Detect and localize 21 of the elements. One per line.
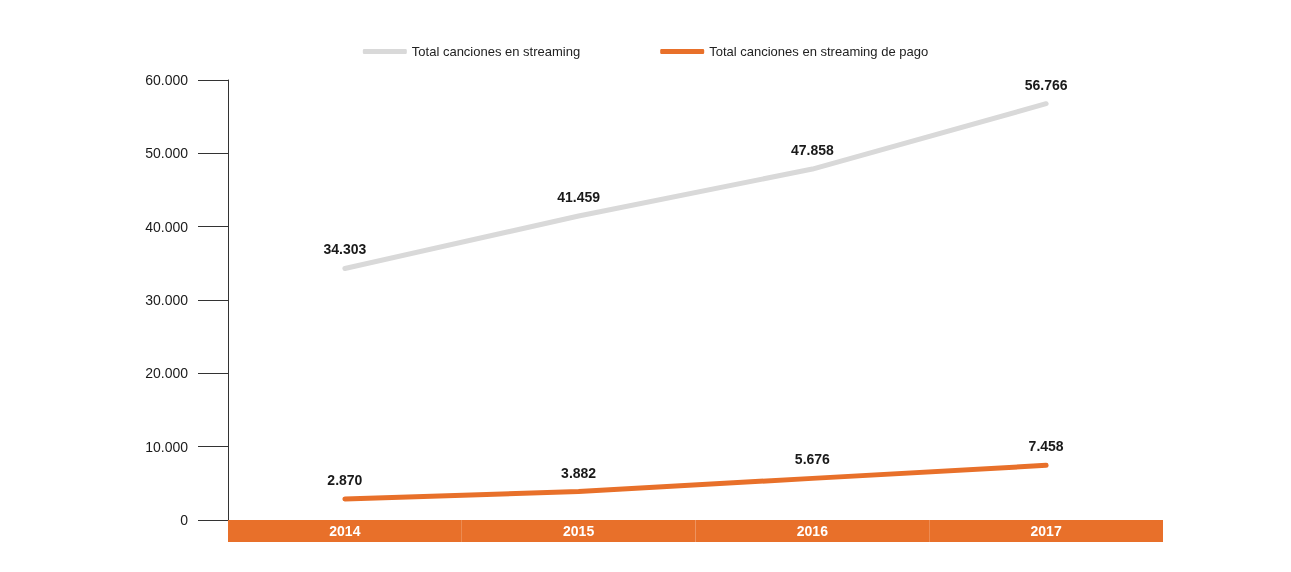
x-tick-label: 2014 xyxy=(329,523,361,539)
y-tick-label: 30.000 xyxy=(145,292,189,308)
legend-label: Total canciones en streaming xyxy=(411,44,581,59)
y-tick-label: 40.000 xyxy=(145,218,189,235)
y-tick-label: 60.000 xyxy=(145,72,189,88)
data-label: 3.882 xyxy=(561,464,597,481)
y-tick-label: 20.000 xyxy=(145,365,189,382)
x-tick-label: 2017 xyxy=(1030,523,1062,539)
data-label: 47.858 xyxy=(790,142,834,159)
data-label: 56.766 xyxy=(1024,76,1068,93)
legend-label: Total canciones en streaming de pago xyxy=(709,44,929,59)
y-tick-label: 50.000 xyxy=(145,145,189,162)
y-tick-label: 10.000 xyxy=(145,438,189,455)
y-tick-label: 0 xyxy=(180,512,189,528)
x-tick-label: 2016 xyxy=(796,523,829,539)
data-label: 2.870 xyxy=(327,471,363,488)
x-tick-label: 2015 xyxy=(563,523,595,539)
data-label: 5.676 xyxy=(794,451,831,468)
data-label: 7.458 xyxy=(1028,438,1064,455)
data-label: 34.303 xyxy=(323,241,367,258)
data-label: 41.459 xyxy=(557,188,601,205)
